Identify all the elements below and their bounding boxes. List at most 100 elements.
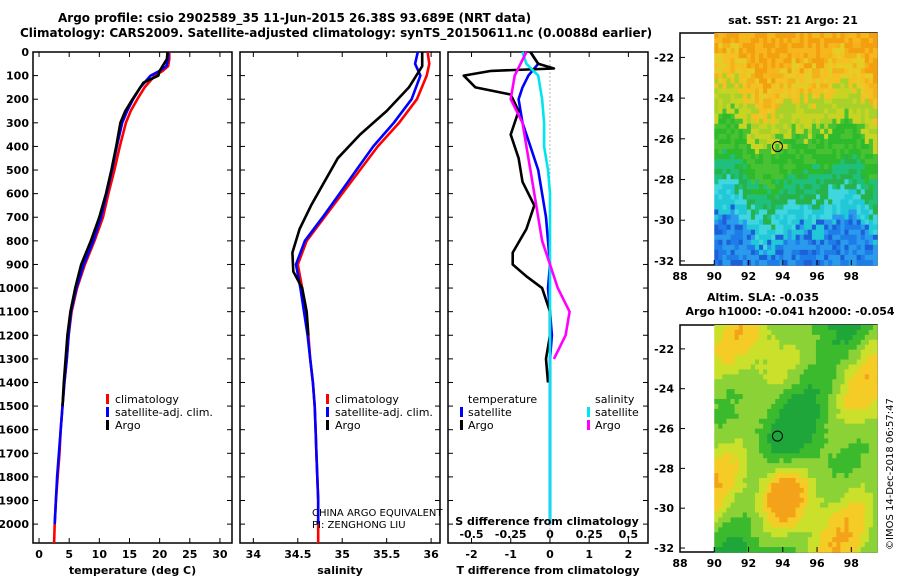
map-cell: [718, 364, 723, 371]
map-cell: [791, 403, 797, 410]
map-cell: [718, 418, 723, 425]
map-cell: [722, 344, 728, 351]
map-cell: [738, 349, 744, 356]
map-cell: [750, 249, 756, 256]
map-cell: [726, 149, 732, 155]
map-cell: [742, 123, 748, 130]
map-cell: [848, 88, 854, 95]
map-cell: [742, 194, 748, 201]
map-cell: [852, 48, 858, 54]
map-cell: [840, 329, 846, 336]
map-cell: [791, 487, 797, 494]
map-cell: [824, 433, 829, 440]
map-cell: [750, 487, 756, 494]
map-cell: [779, 492, 785, 499]
map-cell: [795, 169, 801, 175]
map-cell: [864, 68, 870, 74]
map-cell: [852, 408, 858, 415]
map-cell: [746, 239, 752, 246]
map-cell: [722, 133, 728, 140]
map-cell: [828, 408, 833, 415]
map-cell: [824, 527, 829, 533]
x-axis-label: salinity: [317, 564, 363, 577]
map-cell: [783, 517, 789, 523]
map-cell: [840, 138, 846, 145]
map-cell: [799, 33, 805, 39]
map-cell: [718, 468, 723, 474]
map-cell: [771, 517, 776, 523]
map-cell: [759, 507, 764, 514]
map-cell: [864, 359, 870, 366]
map-cell: [795, 547, 801, 553]
map-cell: [746, 403, 752, 410]
map-cell: [750, 73, 756, 79]
map-cell: [828, 542, 833, 548]
map-cell: [852, 224, 858, 231]
map-cell: [799, 527, 805, 533]
map-cell: [824, 542, 829, 548]
map-cell: [828, 108, 833, 115]
map-cell: [840, 354, 846, 361]
map-cell: [775, 219, 780, 226]
map-cell: [852, 428, 858, 435]
map-cell: [840, 38, 846, 44]
map-cell: [815, 98, 821, 105]
map-cell: [852, 384, 858, 390]
map-cell: [795, 522, 801, 528]
map-cell: [787, 497, 793, 504]
map-cell: [734, 149, 740, 155]
map-cell: [738, 209, 744, 216]
map-cell: [848, 239, 854, 246]
map-cell: [828, 369, 833, 375]
map-cell: [864, 204, 870, 211]
map-cell: [763, 413, 768, 420]
map-cell: [738, 379, 744, 385]
map-cell: [795, 239, 801, 246]
map-cell: [815, 517, 821, 523]
map-cell: [820, 174, 825, 180]
map-cell: [852, 113, 858, 120]
legend-heading-temperature: temperature: [468, 393, 537, 406]
map-cell: [860, 149, 866, 155]
map-cell: [840, 443, 846, 449]
map-cell: [763, 448, 768, 454]
map-cell: [718, 128, 723, 135]
map-cell: [803, 239, 809, 246]
map-cell: [754, 189, 760, 195]
map-cell: [864, 394, 870, 400]
map-cell: [763, 477, 768, 484]
map-cell: [771, 184, 776, 190]
map-cell: [771, 359, 776, 366]
map-cell: [750, 512, 756, 519]
map-cell: [750, 98, 756, 105]
map-cell: [767, 325, 772, 331]
map-cell: [763, 458, 768, 464]
map-cell: [763, 38, 768, 44]
map-cell: [795, 138, 801, 145]
map-cell: [730, 354, 736, 361]
map-cell: [852, 83, 858, 90]
map-cell: [852, 512, 858, 519]
map-cell: [718, 184, 723, 190]
map-cell: [848, 374, 854, 380]
map-cell: [864, 138, 870, 145]
map-cell: [722, 83, 728, 90]
map-cell: [791, 433, 797, 440]
map-cell: [803, 522, 809, 528]
map-cell: [795, 43, 801, 49]
map-cell: [807, 369, 813, 375]
map-cell: [799, 379, 805, 385]
map-cell: [799, 174, 805, 180]
map-cell: [811, 98, 817, 105]
map-cell: [872, 448, 878, 454]
map-cell: [750, 492, 756, 499]
map-cell: [815, 482, 821, 489]
map-cell: [828, 413, 833, 420]
map-cell: [759, 83, 764, 90]
map-cell: [759, 38, 764, 44]
map-cell: [836, 438, 841, 445]
map-cell: [868, 339, 874, 346]
map-cell: [832, 48, 837, 54]
map-cell: [771, 329, 776, 336]
map-cell: [820, 108, 825, 115]
